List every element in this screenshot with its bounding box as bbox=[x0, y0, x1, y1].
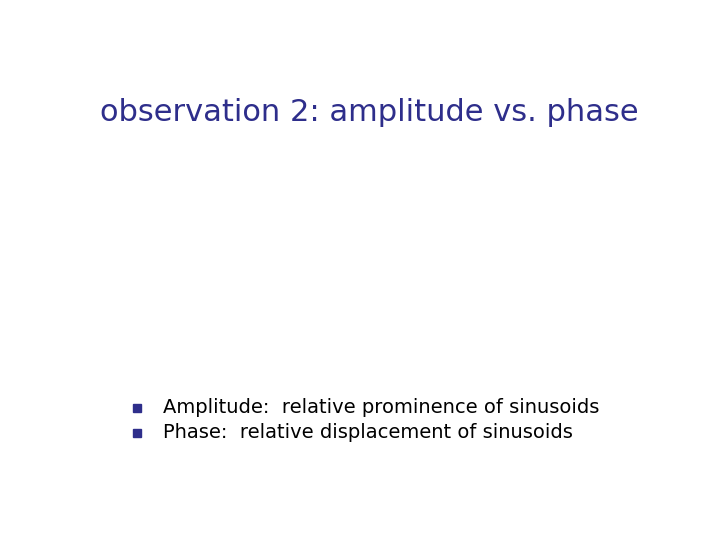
Text: observation 2: amplitude vs. phase: observation 2: amplitude vs. phase bbox=[99, 98, 639, 127]
Text: Amplitude:  relative prominence of sinusoids: Amplitude: relative prominence of sinuso… bbox=[163, 399, 599, 417]
Text: Phase:  relative displacement of sinusoids: Phase: relative displacement of sinusoid… bbox=[163, 423, 572, 442]
